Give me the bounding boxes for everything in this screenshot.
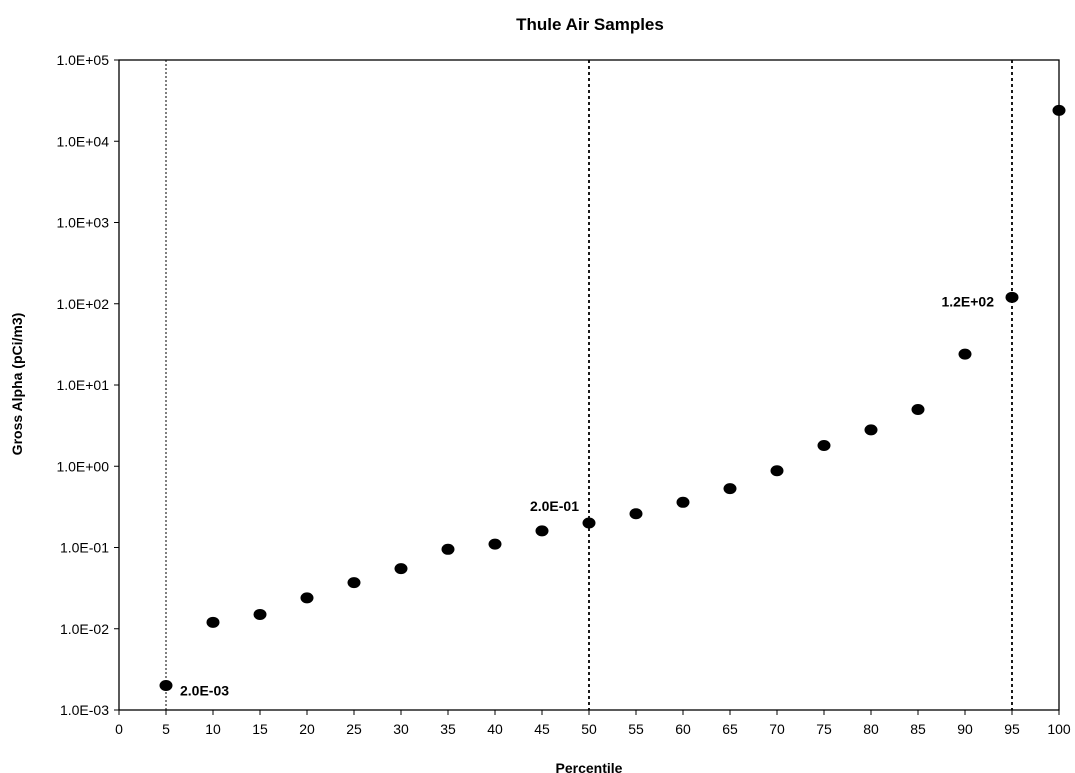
x-tick-label: 95 — [1004, 721, 1020, 737]
x-tick-label: 20 — [299, 721, 315, 737]
data-point — [582, 517, 596, 529]
x-tick-label: 80 — [863, 721, 879, 737]
y-tick-label: 1.0E-01 — [60, 540, 109, 556]
x-axis: 0 5 10 15 20 25 30 35 40 45 50 55 60 65 70 75 80 85 90 95 10… — [115, 710, 1071, 737]
data-point — [159, 680, 173, 692]
data-point — [206, 616, 220, 628]
x-tick-label: 45 — [534, 721, 550, 737]
y-axis-label: Gross Alpha (pCi/m3) — [9, 313, 25, 456]
annotation-label: 1.2E+02 — [941, 293, 994, 309]
y-tick-label: 1.0E+03 — [56, 215, 109, 231]
y-tick-label: 1.0E-02 — [60, 621, 109, 637]
x-tick-label: 60 — [675, 721, 691, 737]
data-point — [958, 348, 972, 360]
data-point — [1052, 104, 1066, 116]
x-tick-label: 90 — [957, 721, 973, 737]
x-tick-label: 85 — [910, 721, 926, 737]
x-tick-label: 25 — [346, 721, 362, 737]
data-point — [817, 440, 831, 452]
data-point — [535, 525, 549, 537]
annotations: 2.0E-03 2.0E-01 1.2E+02 — [180, 293, 994, 698]
x-tick-label: 65 — [722, 721, 738, 737]
data-point — [629, 508, 643, 520]
x-tick-label: 0 — [115, 721, 123, 737]
x-tick-label: 15 — [252, 721, 268, 737]
x-tick-label: 35 — [440, 721, 456, 737]
data-point — [347, 577, 361, 589]
data-point — [770, 465, 784, 477]
x-tick-label: 70 — [769, 721, 785, 737]
data-point — [1005, 291, 1019, 303]
y-tick-label: 1.0E+02 — [56, 296, 109, 312]
y-tick-label: 1.0E+01 — [56, 377, 109, 393]
y-tick-label: 1.0E+05 — [56, 52, 109, 68]
data-point — [864, 424, 878, 436]
annotation-label: 2.0E-03 — [180, 683, 229, 699]
data-point — [441, 543, 455, 555]
data-point — [253, 608, 267, 620]
y-tick-label: 1.0E+00 — [56, 458, 109, 474]
annotation-label: 2.0E-01 — [530, 498, 579, 514]
chart-title: Thule Air Samples — [516, 15, 664, 34]
reference-lines — [165, 60, 1013, 710]
y-tick-label: 1.0E+04 — [56, 133, 109, 149]
x-tick-label: 40 — [487, 721, 503, 737]
x-tick-label: 100 — [1047, 721, 1071, 737]
x-tick-label: 30 — [393, 721, 409, 737]
data-point — [676, 496, 690, 508]
x-axis-label: Percentile — [556, 760, 623, 773]
data-points — [159, 104, 1066, 692]
x-tick-label: 50 — [581, 721, 597, 737]
x-tick-label: 5 — [162, 721, 170, 737]
data-point — [488, 538, 502, 550]
y-axis: 1.0E-03 1.0E-02 1.0E-01 1.0E+00 1.0E+01 1.0E+… — [56, 52, 119, 718]
x-tick-label: 55 — [628, 721, 644, 737]
data-point — [300, 592, 314, 604]
x-tick-label: 75 — [816, 721, 832, 737]
y-tick-label: 1.0E-03 — [60, 702, 109, 718]
data-point — [723, 483, 737, 495]
data-point — [394, 563, 408, 575]
data-point — [911, 403, 925, 415]
x-tick-label: 10 — [205, 721, 221, 737]
